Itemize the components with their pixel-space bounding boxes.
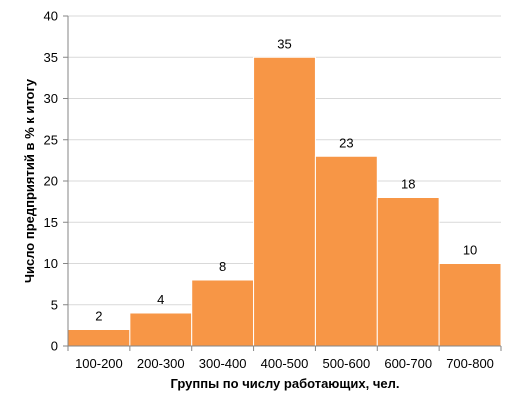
bar-700-800	[438, 263, 502, 347]
data-label: 23	[339, 135, 353, 150]
data-label: 2	[95, 309, 102, 324]
x-tick-label: 700-800	[446, 356, 494, 371]
bar-300-400	[191, 279, 255, 347]
y-tick-label: 35	[44, 50, 58, 65]
y-axis-title: Число предприятий в % к итогу	[22, 78, 37, 283]
x-tick-label: 400-500	[261, 356, 309, 371]
bars	[67, 56, 502, 347]
data-label: 10	[463, 243, 477, 258]
bar-100-200	[67, 329, 131, 347]
y-tick-label: 30	[44, 91, 58, 106]
x-tick-labels: 100-200 200-300 300-400 400-500 500-600 600-7…	[75, 356, 494, 371]
axes	[63, 15, 502, 351]
y-tick-label: 0	[51, 339, 58, 354]
y-tick-label: 10	[44, 256, 58, 271]
x-tick-label: 300-400	[199, 356, 247, 371]
x-tick-label: 600-700	[384, 356, 432, 371]
y-tick-label: 40	[44, 9, 58, 24]
bar-500-600	[314, 155, 378, 347]
y-tick-label: 15	[44, 215, 58, 230]
y-tick-label: 20	[44, 174, 58, 189]
x-axis-title: Группы по числу работающих, чел.	[171, 376, 400, 391]
x-tick-label: 500-600	[322, 356, 370, 371]
bar-200-300	[129, 312, 193, 347]
y-tick-label: 5	[51, 297, 58, 312]
data-label: 35	[277, 36, 291, 51]
y-tick-label: 25	[44, 132, 58, 147]
bar-400-500	[253, 56, 316, 347]
bar-600-700	[376, 197, 440, 347]
y-tick-labels: 0 5 10 15 20 25 30 35 40	[44, 9, 58, 354]
x-tick-label: 200-300	[137, 356, 185, 371]
data-labels: 2 4 8 35 23 18 10	[95, 36, 477, 323]
data-label: 4	[157, 292, 164, 307]
data-label: 8	[219, 259, 226, 274]
data-label: 18	[401, 177, 415, 192]
x-tick-label: 100-200	[75, 356, 123, 371]
